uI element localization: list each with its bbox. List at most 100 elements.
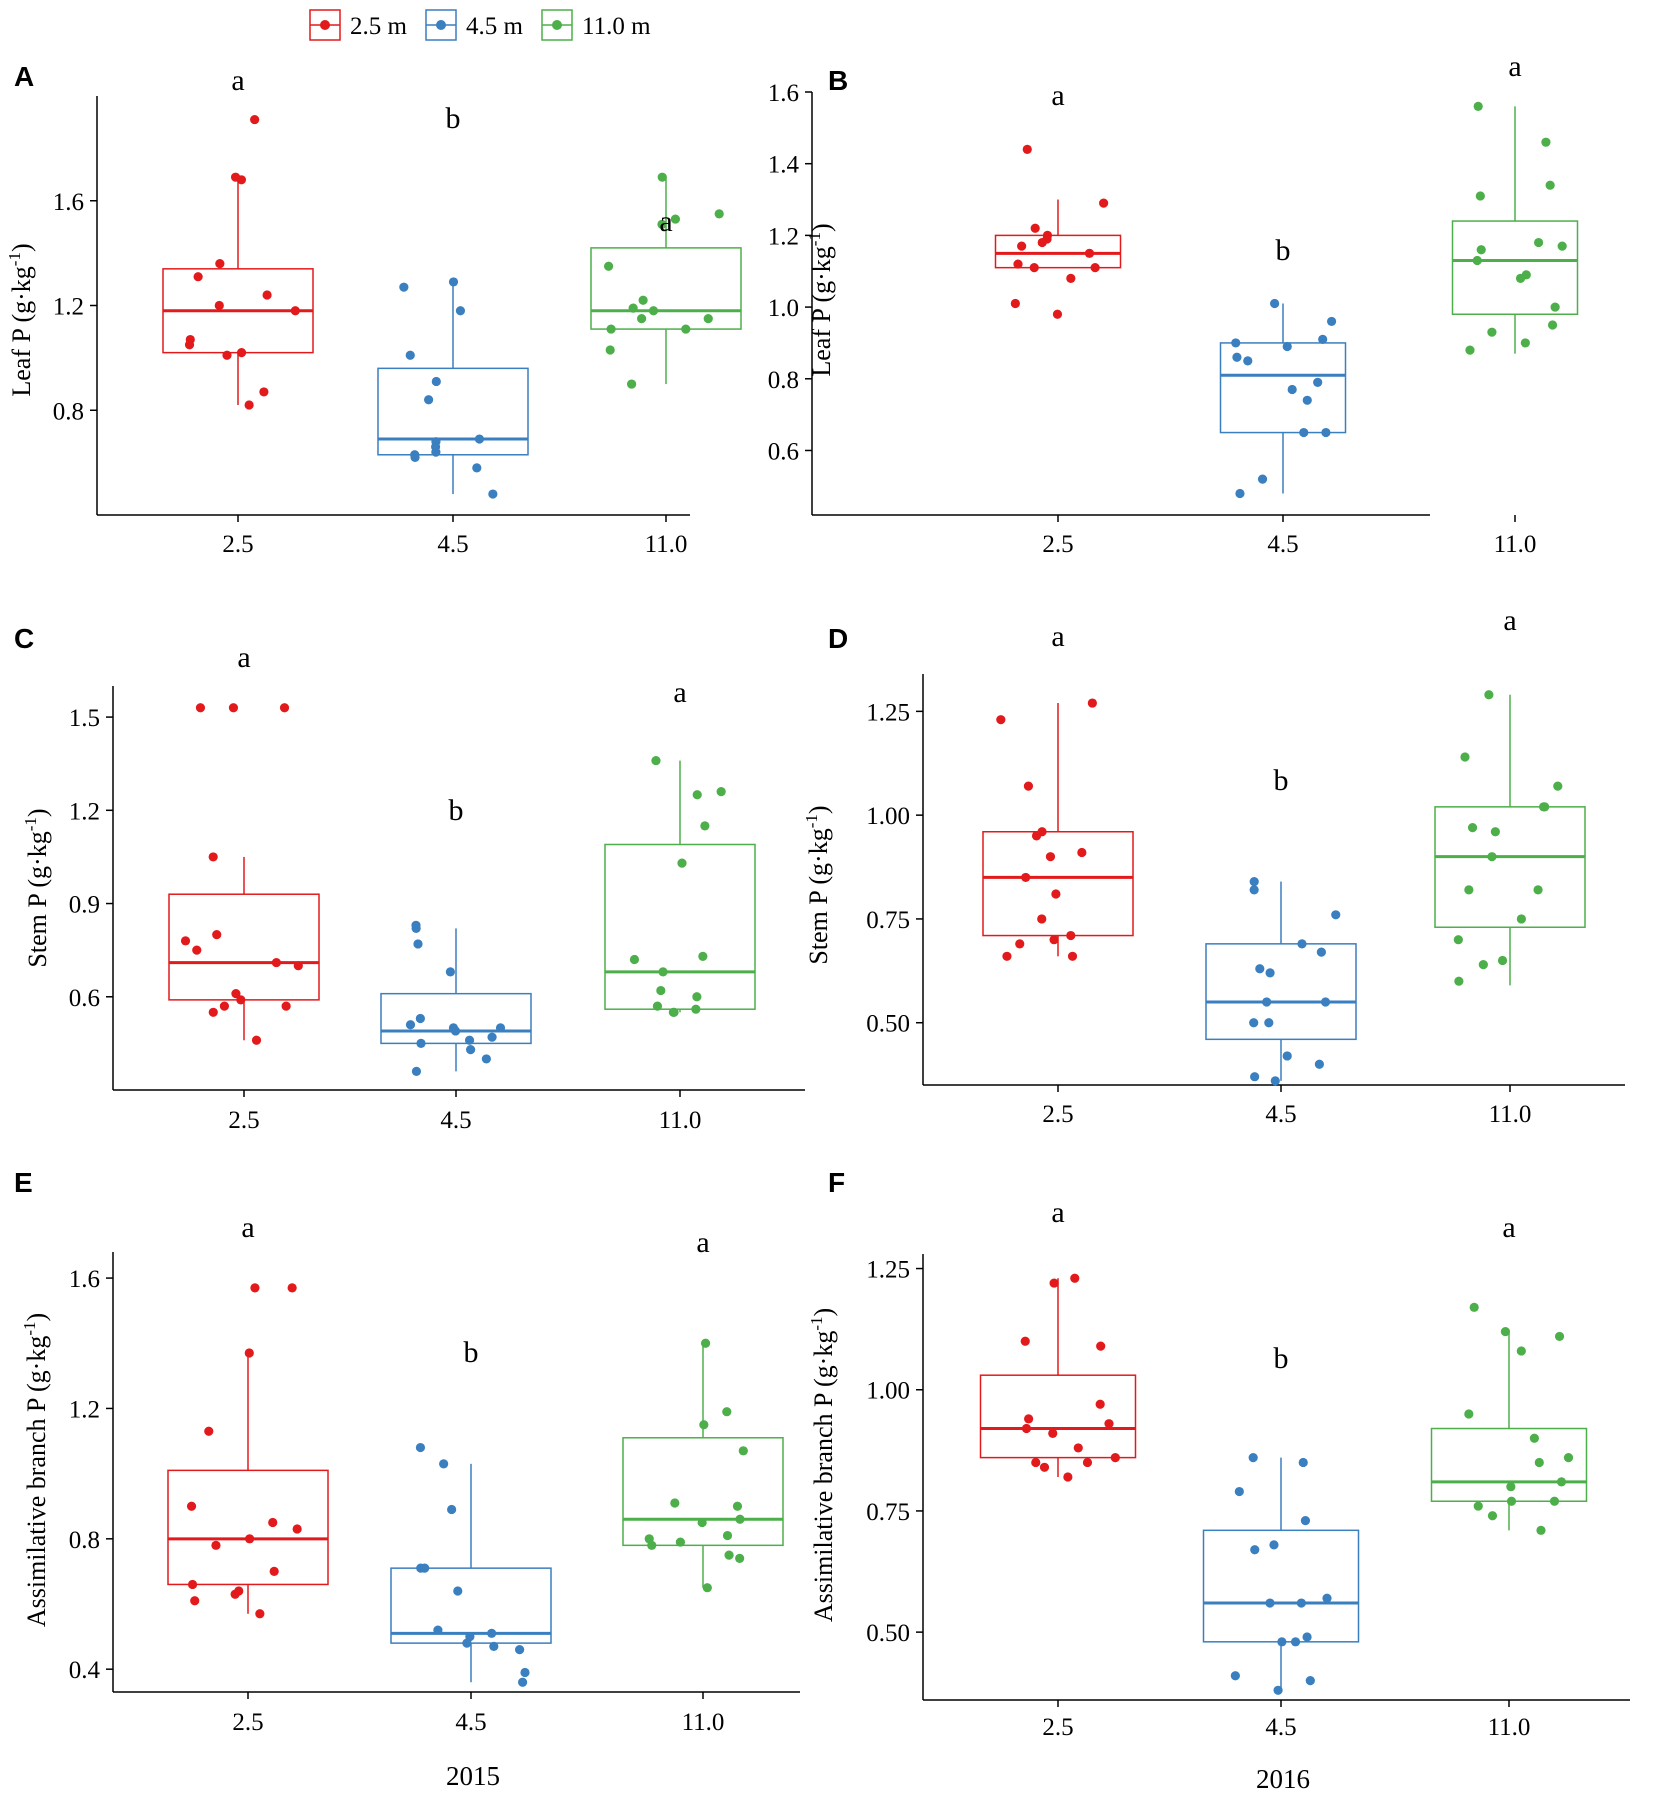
data-point-A-2-10 [606,324,616,334]
data-point-C-1-9 [487,1032,497,1042]
y-axis-title-unit-A: (g·kg [7,266,36,322]
data-point-F-0-6 [1104,1419,1114,1429]
box-A-1: b [377,102,529,499]
data-point-A-0-13 [244,400,254,410]
data-point-A-2-1 [714,209,724,219]
y-tick-label-E-3: 1.6 [69,1266,100,1293]
data-point-B-1-12 [1257,474,1268,484]
data-point-F-2-4 [1464,1409,1474,1419]
data-point-B-1-2 [1318,334,1328,344]
data-point-C-2-1 [716,787,726,797]
data-point-A-2-9 [637,313,647,324]
box-D-0: a [982,620,1134,961]
data-point-A-1-1 [399,282,409,292]
data-point-A-2-11 [681,324,691,334]
sig-letter-D-1: b [1274,764,1289,797]
data-point-E-1-4 [420,1563,430,1573]
data-point-A-0-2 [236,175,247,185]
panel-letter-C: C [14,623,34,654]
data-point-A-0-3 [215,259,225,269]
data-point-B-0-11 [1066,273,1076,284]
sig-letter-F-2: a [1502,1211,1515,1244]
data-point-D-2-13 [1478,960,1488,970]
y-axis-title-sup-B: -1 [805,232,824,246]
y-axis-title-close-C: ) [23,808,52,817]
data-point-E-0-7 [245,1534,255,1544]
sig-letter-C-2: a [673,676,686,709]
data-point-D-2-0 [1484,690,1494,700]
data-point-C-1-7 [495,1023,506,1033]
data-point-A-1-9 [431,447,441,457]
data-point-B-1-3 [1231,338,1241,348]
y-tick-label-B-4: 1.4 [768,152,800,179]
data-point-A-2-12 [605,345,615,355]
box-B-2: a [1451,50,1579,355]
data-point-D-1-7 [1262,997,1272,1007]
y-axis-title-unit-E: (g·kg [22,1336,51,1392]
x-tick-label-F-0: 2.5 [1042,1714,1073,1741]
data-point-B-2-1 [1541,137,1551,147]
data-point-F-1-2 [1234,1486,1244,1497]
legend: 2.5 m 4.5 m 11.0 m [309,9,651,41]
data-point-D-0-4 [1031,831,1042,841]
data-point-D-2-6 [1490,827,1500,837]
data-point-A-2-8 [703,313,713,324]
data-point-D-2-12 [1497,955,1508,966]
y-tick-label-D-1: 0.75 [866,907,910,934]
data-point-C-1-10 [464,1035,475,1045]
box-F-2: a [1430,1211,1588,1535]
data-point-F-2-13 [1487,1511,1498,1521]
y-axis-title-sup-C: -1 [21,817,40,831]
data-point-A-2-4 [603,261,614,271]
y-tick-label-C-0: 0.6 [69,985,100,1012]
data-point-A-1-4 [431,376,441,387]
data-point-A-2-6 [628,303,638,313]
legend-item-1: 4.5 m [425,9,524,41]
legend-item-0: 2.5 m [309,9,408,41]
data-point-D-0-6 [1045,852,1056,862]
x-tick-label-E-0: 2.5 [232,1709,263,1736]
box-E-2: a [622,1226,784,1593]
panel-letter-F: F [828,1167,845,1198]
legend-swatch-dot-0 [320,20,330,30]
data-point-E-1-0 [415,1442,426,1453]
data-point-D-1-1 [1249,885,1259,895]
data-point-E-1-12 [520,1667,530,1678]
data-point-B-2-11 [1547,320,1558,330]
data-point-C-1-1 [411,923,421,934]
x-tick-label-D-1: 4.5 [1265,1101,1296,1128]
box-rect-F-1 [1202,1529,1360,1643]
box-rect-B-0 [994,234,1122,269]
data-point-C-0-4 [212,930,222,940]
y-axis-title-main-F: Assimilative branch P [809,1387,838,1622]
data-point-B-2-5 [1557,241,1567,251]
data-point-E-1-1 [439,1459,449,1469]
data-point-F-0-1 [1049,1278,1059,1288]
data-point-B-0-7 [1084,248,1095,258]
box-F-0: a [979,1196,1137,1482]
y-axis-title-E: Assimilative branch P (g·kg-1) [20,1313,51,1627]
data-point-E-2-8 [722,1530,733,1541]
data-point-D-0-1 [996,715,1006,725]
data-point-D-2-2 [1553,781,1563,791]
data-point-D-1-0 [1249,876,1259,887]
data-point-C-0-7 [271,957,281,968]
x-tick-label-A-2: 11.0 [645,531,688,558]
data-point-E-2-14 [702,1583,712,1593]
data-point-B-2-10 [1550,302,1560,312]
data-point-D-2-4 [1538,802,1549,812]
data-point-E-2-6 [735,1514,745,1524]
data-point-D-0-5 [1077,847,1087,858]
box-rect-F-0 [979,1374,1137,1459]
sig-letter-D-0: a [1051,620,1064,653]
data-point-F-1-0 [1248,1453,1258,1463]
data-point-F-1-13 [1305,1676,1315,1686]
data-point-E-0-10 [187,1579,198,1590]
data-point-B-1-11 [1299,427,1309,438]
sig-letter-A-0: a [231,64,244,97]
y-axis-title-close-D: ) [804,805,833,814]
data-point-B-2-6 [1476,245,1486,255]
data-point-E-0-13 [190,1596,200,1606]
data-point-B-0-1 [1099,198,1109,208]
data-point-E-0-1 [250,1283,260,1293]
